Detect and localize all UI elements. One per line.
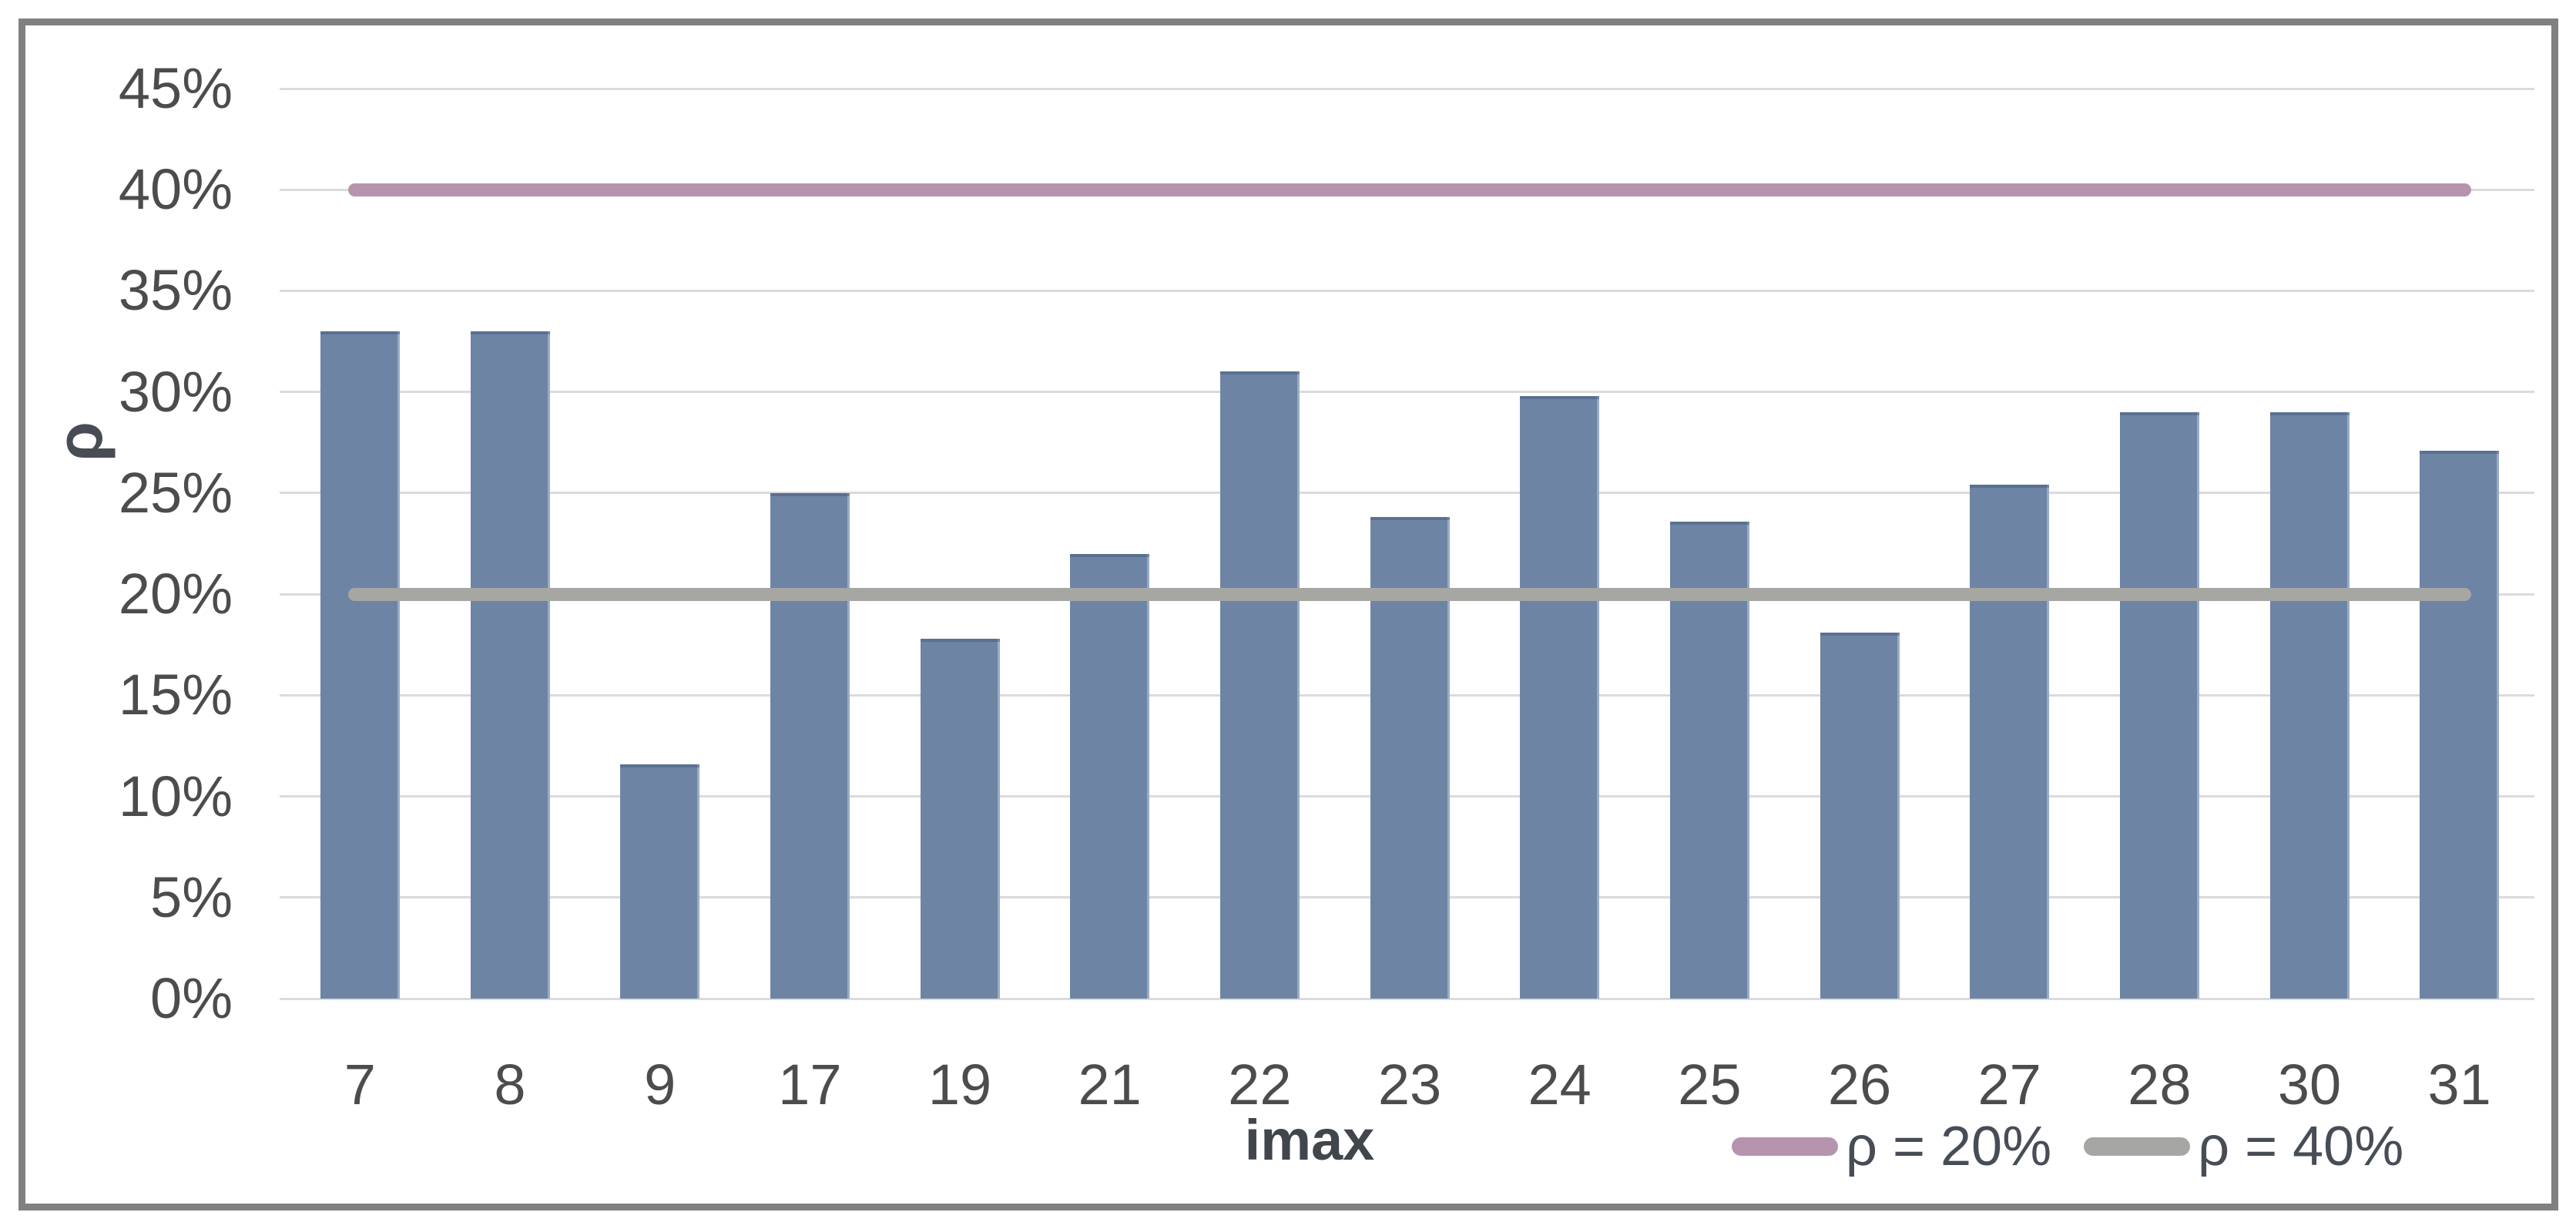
legend-item-rho-40: ρ = 40% bbox=[2084, 1115, 2403, 1178]
x-tick-label-19: 19 bbox=[927, 1053, 992, 1117]
reference-line-pink bbox=[348, 183, 2471, 196]
legend-swatch-gray-line bbox=[2084, 1137, 2191, 1156]
x-tick-label-7: 7 bbox=[344, 1053, 376, 1117]
legend: ρ = 20% ρ = 40% bbox=[1732, 1114, 2403, 1179]
gridline-0 bbox=[280, 997, 2534, 1000]
legend-item-rho-20: ρ = 20% bbox=[1732, 1115, 2051, 1178]
y-tick-label-35: 35% bbox=[118, 258, 233, 323]
x-tick-label-26: 26 bbox=[1827, 1053, 1892, 1117]
x-tick-label-25: 25 bbox=[1678, 1053, 1742, 1117]
y-tick-label-25: 25% bbox=[118, 460, 233, 525]
bar-imax-9 bbox=[620, 764, 700, 999]
x-axis-title: imax bbox=[1244, 1108, 1375, 1172]
gridline-35 bbox=[280, 289, 2534, 292]
bar-imax-24 bbox=[1520, 395, 1600, 999]
y-axis-title: ρ bbox=[43, 421, 116, 462]
bar-imax-17 bbox=[770, 492, 850, 999]
x-tick-label-23: 23 bbox=[1377, 1053, 1442, 1117]
bar-imax-21 bbox=[1070, 553, 1150, 999]
gridline-45 bbox=[280, 87, 2534, 90]
bar-imax-30 bbox=[2269, 411, 2350, 999]
x-tick-label-8: 8 bbox=[494, 1053, 526, 1117]
bar-imax-25 bbox=[1669, 521, 1749, 999]
y-tick-label-45: 45% bbox=[118, 56, 233, 120]
y-tick-label-20: 20% bbox=[118, 562, 233, 626]
bar-imax-7 bbox=[320, 331, 400, 999]
reference-line-gray bbox=[348, 587, 2471, 601]
y-tick-label-40: 40% bbox=[118, 157, 233, 222]
y-tick-label-5: 5% bbox=[150, 865, 233, 929]
x-tick-label-9: 9 bbox=[644, 1053, 676, 1117]
bar-imax-22 bbox=[1219, 371, 1300, 999]
x-tick-label-30: 30 bbox=[2277, 1053, 2342, 1117]
bar-imax-31 bbox=[2420, 450, 2500, 999]
bar-imax-26 bbox=[1820, 632, 1900, 999]
x-tick-label-28: 28 bbox=[2128, 1053, 2192, 1117]
bar-imax-28 bbox=[2119, 411, 2199, 999]
x-tick-label-24: 24 bbox=[1528, 1053, 1592, 1117]
x-tick-label-22: 22 bbox=[1228, 1053, 1292, 1117]
legend-swatch-pink-line bbox=[1732, 1137, 1838, 1156]
y-tick-label-15: 15% bbox=[118, 663, 233, 727]
bar-imax-8 bbox=[470, 331, 550, 999]
y-tick-label-30: 30% bbox=[118, 359, 233, 424]
x-tick-label-17: 17 bbox=[778, 1053, 842, 1117]
bar-imax-19 bbox=[920, 638, 1000, 999]
gridline-25 bbox=[280, 492, 2534, 495]
gridline-30 bbox=[280, 391, 2534, 394]
legend-label-rho-20: ρ = 20% bbox=[1846, 1116, 2052, 1177]
x-tick-label-31: 31 bbox=[2427, 1053, 2491, 1117]
y-tick-label-0: 0% bbox=[150, 966, 233, 1030]
bar-imax-27 bbox=[1970, 485, 2050, 999]
legend-label-rho-40: ρ = 40% bbox=[2198, 1116, 2404, 1177]
x-tick-label-27: 27 bbox=[1977, 1053, 2041, 1117]
x-tick-label-21: 21 bbox=[1078, 1053, 1142, 1117]
y-tick-label-10: 10% bbox=[118, 764, 233, 828]
